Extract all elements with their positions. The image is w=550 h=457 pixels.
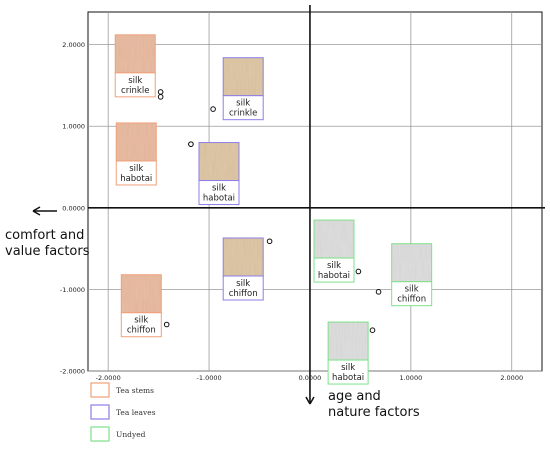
swatch-label-line: silk — [236, 99, 250, 109]
swatch-label-box — [222, 275, 264, 301]
fabric-swatches: silkcrinklesilkhabotaisilkchiffonsilkcri… — [114, 34, 433, 385]
swatch-label-box — [391, 281, 433, 307]
axis-label-left: value factors — [5, 244, 90, 259]
fabric-sample-image — [121, 274, 162, 313]
fabric-sample-image — [328, 322, 369, 361]
data-point — [157, 89, 164, 95]
swatch-label-box — [198, 180, 240, 206]
data-point — [375, 289, 382, 295]
data-point — [157, 94, 164, 100]
swatch-label-line: silk — [212, 184, 226, 194]
swatch-label-line: silk — [128, 76, 142, 86]
down-arrow-icon — [305, 396, 315, 405]
y-tick-label: 2.0000 — [62, 41, 85, 49]
x-tick-label: -1.0000 — [197, 374, 222, 382]
fabric-sample-image — [115, 34, 156, 73]
swatch-label-box — [115, 160, 157, 186]
swatch-label-line: habotai — [203, 194, 235, 204]
x-tick-label: 1.0000 — [399, 374, 422, 382]
swatch-label-line: habotai — [332, 373, 364, 383]
legend-swatch — [90, 404, 110, 420]
swatch-label-line: silk — [341, 363, 355, 373]
data-point — [355, 268, 362, 275]
swatch-label-box — [120, 312, 162, 338]
swatch-label-line: crinkle — [121, 86, 149, 96]
swatch-label-line: habotai — [120, 174, 152, 184]
y-tick-label: -2.0000 — [60, 368, 85, 376]
legend-label: Undyed — [116, 430, 146, 439]
left-arrow-icon — [32, 206, 41, 216]
legend-swatch — [90, 382, 110, 398]
swatch-label-line: chiffon — [229, 289, 258, 299]
fabric-sample-image — [116, 122, 157, 161]
swatch-label-box — [114, 72, 156, 98]
x-tick-label: 2.0000 — [500, 374, 523, 382]
axes: -2.0000 -1.0000 0.0000 1.0000 2.0000 2.0000 1.… — [5, 5, 545, 420]
fabric-sample-image — [391, 243, 432, 282]
x-tick-label: -2.0000 — [96, 374, 121, 382]
fabric-sample-image — [223, 57, 264, 96]
y-tick-label: 1.0000 — [62, 123, 85, 131]
swatch-label-line: habotai — [318, 271, 350, 281]
swatch-label-line: crinkle — [229, 109, 257, 119]
legend-label: Tea stems — [116, 386, 154, 395]
y-tick-label: -1.0000 — [60, 286, 85, 294]
data-point — [210, 106, 216, 112]
swatch-label-line: chiffon — [127, 326, 156, 336]
fabric-sample-image — [198, 142, 239, 181]
legend: Tea stems Tea leaves Undyed — [90, 382, 156, 442]
y-tick-label: 0.0000 — [62, 204, 85, 212]
data-point — [188, 141, 194, 147]
plot-area — [87, 11, 543, 372]
axis-label-down: nature factors — [328, 405, 420, 420]
data-point — [369, 327, 376, 334]
swatch-label-line: silk — [129, 164, 143, 174]
axis-label-left: comfort and — [5, 228, 84, 243]
axis-label-down: age and — [328, 389, 381, 404]
swatch-label-line: silk — [327, 261, 341, 271]
swatch-label-line: chiffon — [397, 295, 426, 305]
swatch-label-box — [313, 257, 355, 283]
swatch-label-line: silk — [405, 285, 419, 295]
data-point — [266, 238, 273, 245]
legend-label: Tea leaves — [116, 408, 156, 417]
fabric-sample-image — [223, 238, 264, 277]
fabric-sample-image — [313, 220, 354, 259]
swatch-label-box — [327, 359, 369, 385]
swatch-label-line: silk — [134, 316, 148, 326]
legend-swatch — [90, 426, 110, 442]
data-point — [163, 321, 170, 328]
swatch-label-line: silk — [236, 279, 250, 289]
swatch-label-box — [222, 95, 264, 121]
